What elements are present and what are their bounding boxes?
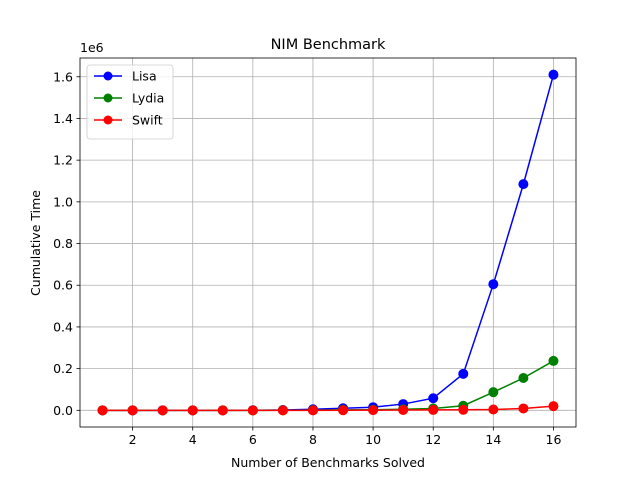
axes: 2 4 6 8 10 12 14 16 0.0 0.2 0.4 0.6 0.8 1.0 1.2 1.4 1.6 bbox=[53, 57, 577, 447]
y-axis-label: Cumulative Time bbox=[28, 190, 43, 296]
data-point-swift bbox=[307, 405, 318, 416]
x-tick-label: 4 bbox=[189, 432, 197, 447]
y-tick-label: 0.8 bbox=[53, 236, 73, 251]
y-tick-label: 0.4 bbox=[53, 319, 73, 334]
data-point-lisa bbox=[518, 179, 529, 190]
y-tick-label: 0.6 bbox=[53, 278, 73, 293]
data-point-swift bbox=[157, 405, 168, 416]
series-line-swift bbox=[102, 405, 554, 412]
data-point-swift bbox=[127, 405, 138, 416]
data-point-lisa bbox=[428, 393, 439, 404]
data-point-lydia bbox=[548, 355, 559, 366]
legend-marker-lisa bbox=[103, 71, 113, 81]
chart-title: NIM Benchmark bbox=[271, 37, 386, 53]
y-tick-label: 0.2 bbox=[53, 361, 73, 376]
x-tick-label: 16 bbox=[546, 432, 562, 447]
data-point-lisa bbox=[488, 279, 499, 290]
data-point-lisa bbox=[458, 368, 469, 379]
y-tick-label: 1.6 bbox=[53, 69, 73, 84]
y-tick-label: 1.4 bbox=[53, 111, 73, 126]
y-tick-label: 0.0 bbox=[53, 403, 73, 418]
data-point-swift bbox=[187, 405, 198, 416]
legend: Lisa Lydia Swift bbox=[86, 64, 174, 140]
y-axis-offset-label: 1e6 bbox=[80, 40, 104, 55]
data-point-swift bbox=[217, 405, 228, 416]
legend-label-swift: Swift bbox=[132, 113, 163, 128]
data-point-swift bbox=[458, 404, 469, 415]
data-point-swift bbox=[488, 404, 499, 415]
data-point-swift bbox=[277, 405, 288, 416]
data-point-swift bbox=[398, 405, 409, 416]
x-tick-label: 6 bbox=[249, 432, 257, 447]
data-point-swift bbox=[428, 404, 439, 415]
plot-frame bbox=[79, 57, 577, 428]
data-point-swift bbox=[518, 403, 529, 414]
data-point-swift bbox=[368, 405, 379, 416]
legend-marker-lydia bbox=[103, 93, 113, 103]
legend-label-lydia: Lydia bbox=[132, 91, 164, 106]
legend-label-lisa: Lisa bbox=[132, 69, 157, 84]
x-tick-label: 8 bbox=[309, 432, 317, 447]
data-point-swift bbox=[548, 401, 559, 412]
data-point-lydia bbox=[488, 387, 499, 398]
data-point-swift bbox=[338, 405, 349, 416]
x-tick-label: 2 bbox=[129, 432, 137, 447]
data-point-swift bbox=[97, 405, 108, 416]
data-point-lydia bbox=[518, 373, 529, 384]
y-tick-label: 1.2 bbox=[53, 153, 73, 168]
y-tick-label: 1.0 bbox=[53, 194, 73, 209]
x-tick-label: 14 bbox=[485, 432, 501, 447]
series-layer bbox=[97, 69, 559, 416]
x-tick-label: 12 bbox=[425, 432, 441, 447]
x-tick-label: 10 bbox=[365, 432, 381, 447]
data-point-swift bbox=[247, 405, 258, 416]
x-axis-label: Number of Benchmarks Solved bbox=[231, 455, 425, 470]
data-point-lisa bbox=[548, 69, 559, 80]
legend-marker-swift bbox=[103, 115, 113, 125]
